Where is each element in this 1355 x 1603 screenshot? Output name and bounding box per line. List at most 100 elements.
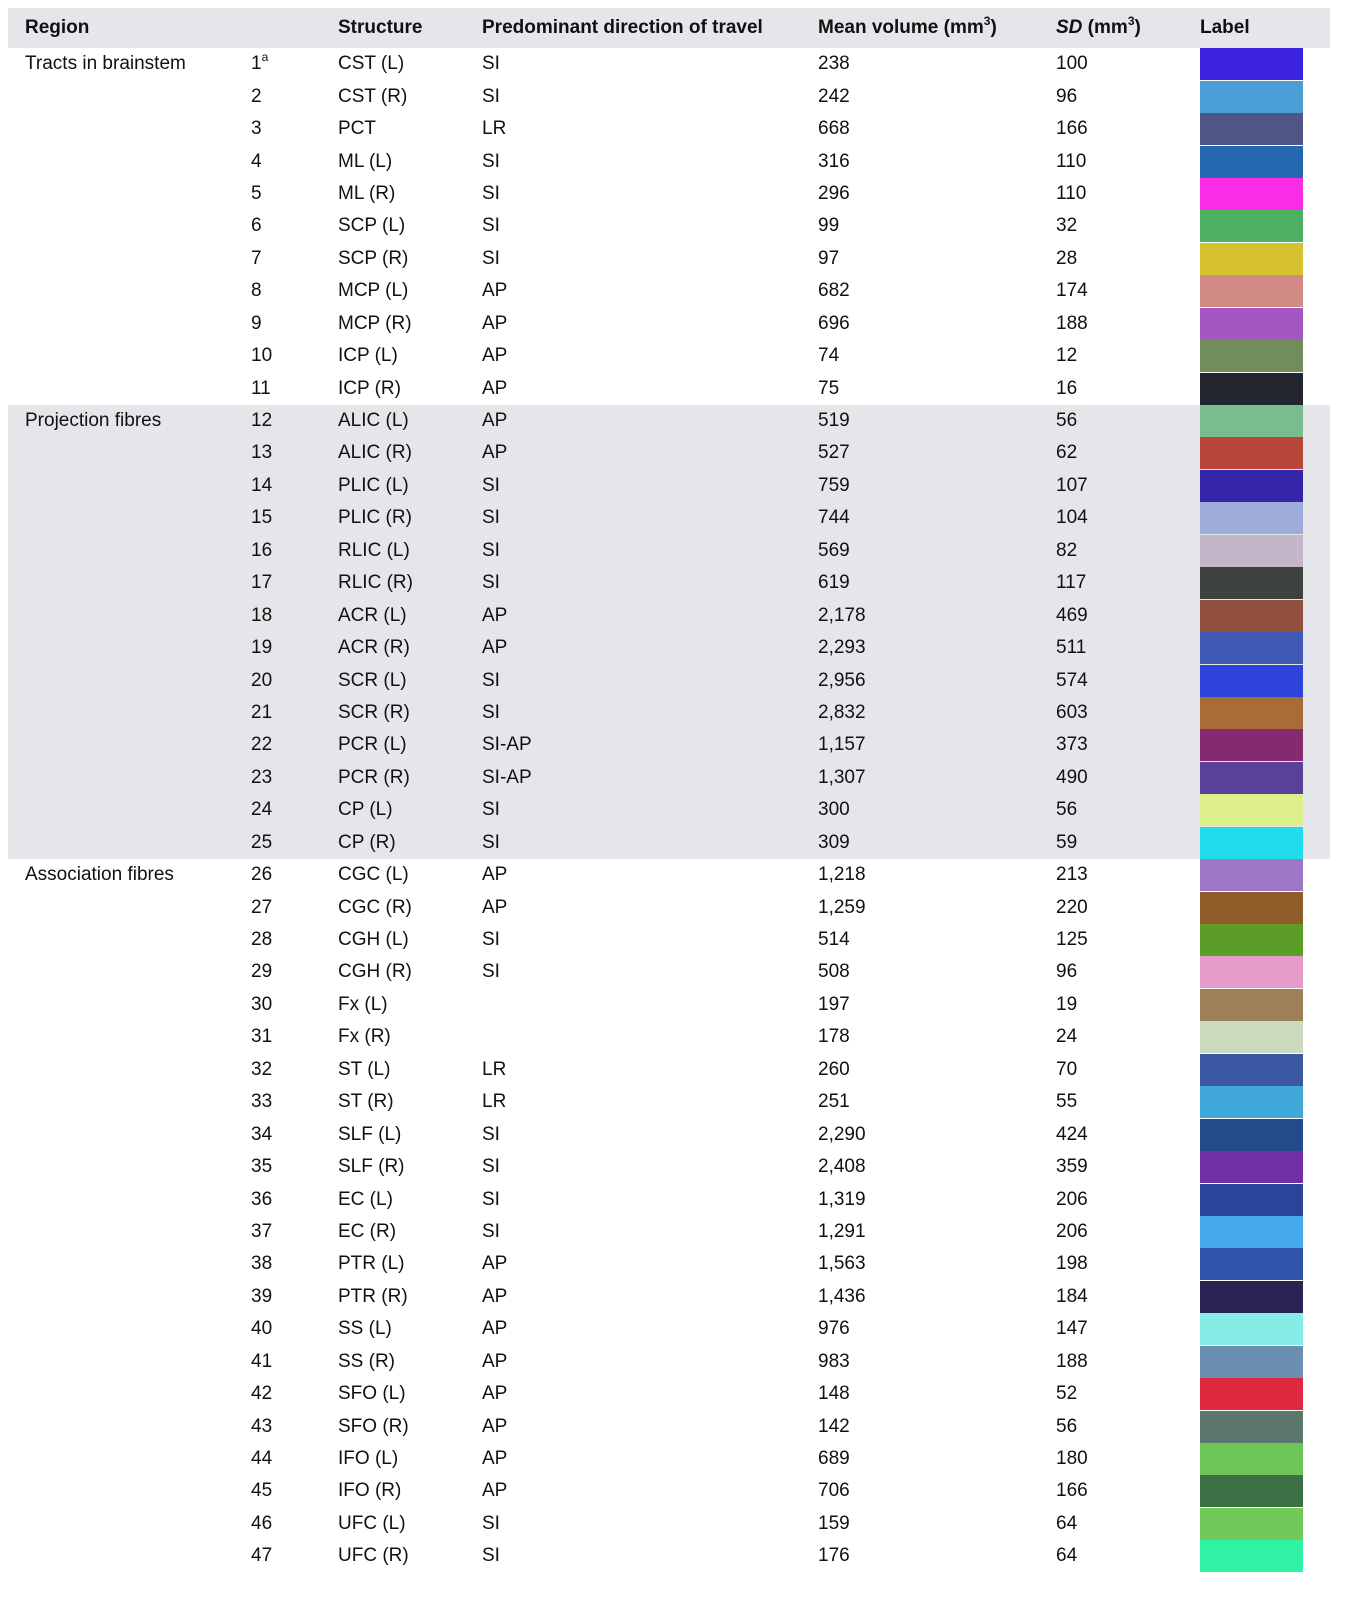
direction-cell: SI: [482, 924, 818, 956]
color-swatch: [1200, 1086, 1303, 1119]
table-body: Tracts in brainstem 1a CST (L) SI 238 100 2 CST…: [8, 48, 1330, 1573]
region-cell: [8, 340, 251, 372]
mean-volume-cell: 1,218: [818, 859, 1056, 891]
direction-cell-text: SI: [482, 1512, 500, 1534]
color-swatch: [1200, 1151, 1303, 1184]
direction-cell-text: AP: [482, 1448, 508, 1470]
structure-cell-text: EC (R): [338, 1220, 397, 1242]
number-cell: 36: [251, 1183, 338, 1215]
direction-cell: AP: [482, 1281, 818, 1313]
mean-volume-cell-text: 519: [818, 410, 850, 432]
region-cell: [8, 762, 251, 794]
direction-cell-text: SI: [482, 1220, 500, 1242]
direction-cell-text: AP: [482, 637, 508, 659]
label-cell: [1200, 340, 1330, 373]
mean-volume-cell-text: 2,293: [818, 637, 866, 659]
number-cell-text: 12: [251, 410, 273, 432]
number-cell: 23: [251, 762, 338, 794]
region-cell-text: Tracts in brainstem: [25, 53, 186, 75]
table-row: 17 RLIC (R) SI 619 117: [8, 567, 1330, 600]
sd-cell: 24: [1056, 1021, 1200, 1053]
table-row: 6 SCP (L) SI 99 32: [8, 210, 1330, 243]
color-swatch: [1200, 1507, 1303, 1540]
direction-cell-text: AP: [482, 1480, 508, 1502]
number-cell: 45: [251, 1475, 338, 1507]
region-cell: [8, 827, 251, 859]
mean-volume-cell-text: 148: [818, 1383, 850, 1405]
structure-cell: MCP (L): [338, 275, 482, 307]
number-cell-text: 38: [251, 1253, 273, 1275]
header-sd-italic: SD: [1056, 17, 1083, 38]
direction-cell: AP: [482, 891, 818, 923]
number-cell: 28: [251, 924, 338, 956]
sd-cell: 206: [1056, 1183, 1200, 1215]
mean-volume-cell-text: 1,218: [818, 864, 866, 886]
table-row: 10 ICP (L) AP 74 12: [8, 340, 1330, 373]
direction-cell: SI: [482, 48, 818, 80]
structure-cell: SLF (L): [338, 1118, 482, 1150]
mean-volume-cell: 142: [818, 1410, 1056, 1442]
sd-cell: 28: [1056, 243, 1200, 275]
direction-cell-text: SI: [482, 150, 500, 172]
number-cell-text: 7: [251, 247, 262, 269]
color-swatch: [1200, 632, 1303, 665]
structure-cell-text: ML (L): [338, 150, 393, 172]
mean-volume-cell-text: 1,319: [818, 1188, 866, 1210]
structure-cell: ML (L): [338, 145, 482, 177]
sd-cell-text: 12: [1056, 345, 1078, 367]
direction-cell-text: SI: [482, 961, 500, 983]
structure-cell-text: IFO (R): [338, 1480, 402, 1502]
mean-volume-cell-text: 309: [818, 831, 850, 853]
sd-cell: 490: [1056, 762, 1200, 794]
number-cell-text: 9: [251, 312, 262, 334]
structure-cell: ALIC (R): [338, 437, 482, 469]
number-cell: 16: [251, 535, 338, 567]
mean-volume-cell: 689: [818, 1443, 1056, 1475]
number-cell: 5: [251, 178, 338, 210]
mean-volume-cell-text: 97: [818, 247, 840, 269]
direction-cell: AP: [482, 1248, 818, 1280]
structure-cell: CST (L): [338, 48, 482, 80]
structure-cell: EC (R): [338, 1216, 482, 1248]
structure-cell: SS (R): [338, 1346, 482, 1378]
mean-volume-cell: 1,157: [818, 729, 1056, 761]
region-cell: [8, 80, 251, 112]
region-cell: [8, 599, 251, 631]
sd-cell-text: 166: [1056, 1480, 1088, 1502]
number-cell: 9: [251, 308, 338, 340]
number-cell: 35: [251, 1151, 338, 1183]
region-cell: [8, 1346, 251, 1378]
sd-cell-text: 166: [1056, 118, 1088, 140]
color-swatch: [1200, 275, 1303, 308]
direction-cell: [482, 989, 818, 1021]
mean-volume-cell: 1,307: [818, 762, 1056, 794]
structure-cell-text: CGH (L): [338, 929, 409, 951]
sd-cell: 104: [1056, 502, 1200, 534]
sd-cell-text: 56: [1056, 799, 1078, 821]
table-row: 4 ML (L) SI 316 110: [8, 145, 1330, 178]
structure-cell: SFO (R): [338, 1410, 482, 1442]
sd-cell-text: 490: [1056, 766, 1088, 788]
mean-volume-cell: 75: [818, 372, 1056, 404]
label-cell: [1200, 1086, 1330, 1119]
number-cell-text: 35: [251, 1156, 273, 1178]
sd-cell: 188: [1056, 1346, 1200, 1378]
number-cell-text: 1: [251, 53, 262, 75]
mean-volume-cell: 74: [818, 340, 1056, 372]
sd-cell-text: 188: [1056, 1350, 1088, 1372]
structure-cell-text: CST (L): [338, 53, 405, 75]
color-swatch: [1200, 1378, 1303, 1411]
direction-cell: AP: [482, 340, 818, 372]
sd-cell-text: 110: [1056, 150, 1087, 172]
direction-cell: SI: [482, 502, 818, 534]
structure-cell-text: CP (R): [338, 831, 396, 853]
structure-cell: CGH (R): [338, 956, 482, 988]
structure-cell: Fx (R): [338, 1021, 482, 1053]
region-cell: [8, 924, 251, 956]
number-cell-text: 36: [251, 1188, 273, 1210]
sd-cell-text: 198: [1056, 1253, 1088, 1275]
color-swatch: [1200, 1410, 1303, 1443]
sd-cell: 166: [1056, 1475, 1200, 1507]
number-cell-text: 29: [251, 961, 273, 983]
table-row: 27 CGC (R) AP 1,259 220: [8, 891, 1330, 924]
